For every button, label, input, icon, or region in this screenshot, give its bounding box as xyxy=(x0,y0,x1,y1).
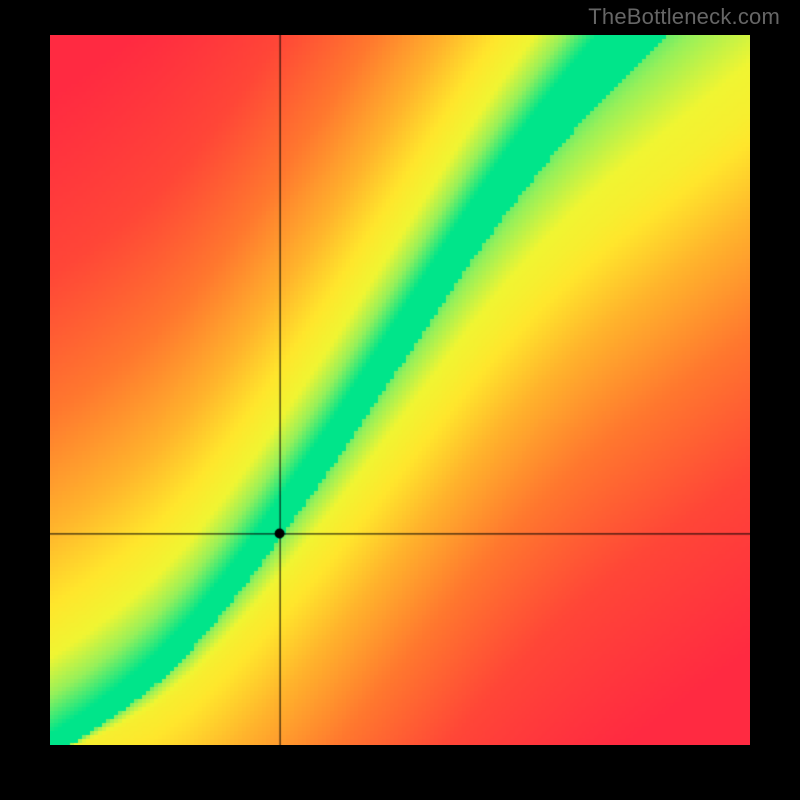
chart-frame: TheBottleneck.com xyxy=(0,0,800,800)
plot-area xyxy=(50,35,750,745)
heatmap-canvas xyxy=(50,35,750,745)
watermark-text: TheBottleneck.com xyxy=(588,4,780,30)
